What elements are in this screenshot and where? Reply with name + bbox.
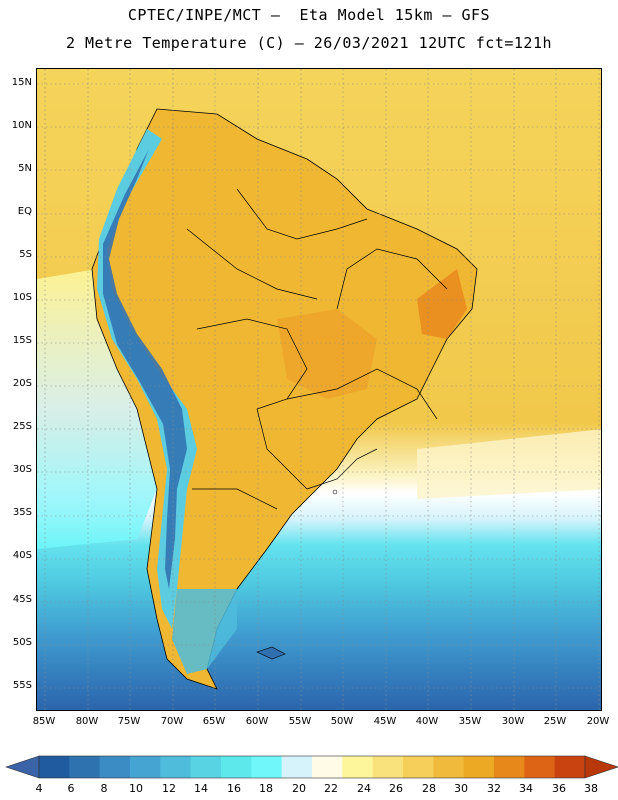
color-bar-swatch xyxy=(463,756,495,778)
lon-label-60w: 60W xyxy=(245,716,269,727)
color-bar-label-6: 6 xyxy=(67,782,75,795)
color-bar-swatches xyxy=(38,755,586,779)
color-bar-label-18: 18 xyxy=(259,782,273,795)
patagonia-cool-area xyxy=(172,589,237,674)
color-bar-swatch xyxy=(130,756,161,778)
lat-label-5n: 5N xyxy=(18,163,32,174)
color-bar-label-22: 22 xyxy=(324,782,338,795)
color-bar-swatch xyxy=(160,756,192,778)
color-bar-swatch xyxy=(554,756,586,778)
color-bar-label-30: 30 xyxy=(454,782,468,795)
lat-label-25s: 25S xyxy=(12,421,32,432)
temperature-map xyxy=(36,68,602,711)
color-bar-label-28: 28 xyxy=(422,782,436,795)
lat-label-15n: 15N xyxy=(11,77,32,88)
falkland-islands xyxy=(256,646,286,660)
color-bar-swatch xyxy=(251,756,283,778)
lat-label-10n: 10N xyxy=(11,120,32,131)
color-bar-label-20: 20 xyxy=(292,782,306,795)
lon-label-40w: 40W xyxy=(415,716,439,727)
color-bar-label-10: 10 xyxy=(129,782,143,795)
color-bar-label-12: 12 xyxy=(162,782,176,795)
color-bar-label-4: 4 xyxy=(35,782,43,795)
lat-label-50s: 50S xyxy=(12,637,32,648)
lat-label-55s: 55S xyxy=(12,680,32,691)
color-bar-swatch xyxy=(190,756,222,778)
color-bar-label-26: 26 xyxy=(389,782,403,795)
lat-label-5s: 5S xyxy=(19,249,32,260)
lat-label-40s: 40S xyxy=(12,550,32,561)
color-bar-label-16: 16 xyxy=(227,782,241,795)
lon-label-30w: 30W xyxy=(501,716,525,727)
lat-label-30s: 30S xyxy=(12,464,32,475)
south-america-landmass xyxy=(91,108,478,690)
color-bar-label-38: 38 xyxy=(584,782,598,795)
color-bar-over-arrow xyxy=(584,755,618,779)
lon-label-80w: 80W xyxy=(75,716,99,727)
lon-label-35w: 35W xyxy=(458,716,482,727)
color-bar-swatch xyxy=(494,756,525,778)
color-bar-swatch xyxy=(281,756,313,778)
map-canvas xyxy=(37,69,601,710)
temperature-color-bar xyxy=(5,755,618,779)
map-title-line-1: CPTEC/INPE/MCT – Eta Model 15km – GFS xyxy=(127,6,491,24)
lat-label-10s: 10S xyxy=(12,292,32,303)
color-bar-swatch xyxy=(69,756,101,778)
color-bar-swatch xyxy=(342,756,374,778)
color-bar-label-14: 14 xyxy=(194,782,208,795)
lat-label-15s: 15S xyxy=(12,335,32,346)
lat-label-35s: 35S xyxy=(12,507,32,518)
andes-high-altitude-cold-core xyxy=(103,149,187,589)
lon-label-25w: 25W xyxy=(543,716,567,727)
color-bar-swatch xyxy=(372,756,404,778)
lon-label-70w: 70W xyxy=(160,716,184,727)
lon-label-50w: 50W xyxy=(330,716,354,727)
color-bar-swatch xyxy=(524,756,556,778)
lat-label-45s: 45S xyxy=(12,594,32,605)
lat-label-eq: EQ xyxy=(17,206,32,217)
color-bar-label-32: 32 xyxy=(487,782,501,795)
lagoon-marker xyxy=(332,489,338,495)
color-bar-label-8: 8 xyxy=(100,782,108,795)
color-bar-label-34: 34 xyxy=(519,782,533,795)
lon-label-20w: 20W xyxy=(586,716,610,727)
color-bar-swatch xyxy=(99,756,131,778)
lon-label-55w: 55W xyxy=(288,716,312,727)
lat-label-20s: 20S xyxy=(12,378,32,389)
color-bar-label-36: 36 xyxy=(552,782,566,795)
lon-label-45w: 45W xyxy=(373,716,397,727)
color-bar-label-24: 24 xyxy=(357,782,371,795)
lon-label-85w: 85W xyxy=(32,716,56,727)
lon-label-65w: 65W xyxy=(202,716,226,727)
color-bar-swatch xyxy=(221,756,252,778)
atlantic-warm-band xyxy=(417,429,601,499)
color-bar-swatch xyxy=(433,756,465,778)
color-bar-swatch xyxy=(403,756,434,778)
color-bar-under-arrow xyxy=(5,755,40,779)
lon-label-75w: 75W xyxy=(117,716,141,727)
color-bar-swatch xyxy=(39,756,70,778)
color-bar-swatch xyxy=(312,756,343,778)
country-borders xyxy=(186,188,448,510)
northeast-brazil-hot-area xyxy=(417,269,467,339)
graticule xyxy=(37,69,601,710)
map-title-line-2: 2 Metre Temperature (C) – 26/03/2021 12U… xyxy=(65,34,553,52)
